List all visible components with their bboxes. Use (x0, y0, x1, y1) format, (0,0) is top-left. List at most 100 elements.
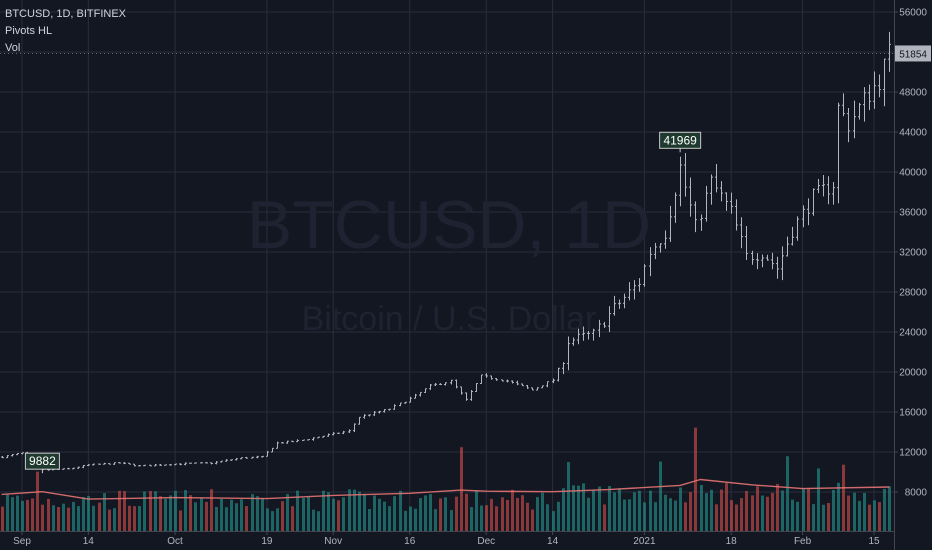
legend-indicator-pivots[interactable]: Pivots HL (5, 25, 53, 37)
time-tick-label: Sep (13, 536, 31, 547)
volume-bar-down (751, 495, 754, 531)
volume-bar-up (21, 500, 24, 531)
volume-bar-up (409, 506, 412, 531)
volume-bar-up (154, 491, 157, 531)
price-tick-label: 36000 (899, 208, 927, 219)
volume-bar-up (659, 461, 662, 531)
volume-bar-up (450, 510, 453, 531)
pivot-low: 9882 (24, 452, 60, 474)
volume-bar-down (725, 483, 728, 531)
volume-bar-down (684, 502, 687, 531)
volume-bar-down (495, 506, 498, 531)
legend-symbol-title[interactable]: BTCUSD, 1D, BITFINEX (5, 8, 127, 20)
volume-bar-up (796, 501, 799, 531)
volume-bar-up (546, 504, 549, 531)
volume-bar-up (541, 492, 544, 531)
last-price-label: 51854 (899, 49, 927, 60)
volume-bar-up (608, 485, 611, 531)
volume-bar-down (128, 505, 131, 531)
volume-bar-down (506, 499, 509, 531)
volume-bar-up (225, 507, 228, 531)
price-axis-bg (894, 0, 932, 550)
volume-bar-up (184, 490, 187, 531)
volume-bar-up (302, 497, 305, 531)
volume-bar-down (1, 506, 4, 531)
volume-bar-up (11, 497, 14, 531)
volume-bar-down (67, 507, 70, 531)
volume-bar-up (444, 497, 447, 531)
volume-bar-down (715, 504, 718, 531)
volume-bar-down (827, 503, 830, 531)
volume-bar-up (363, 493, 366, 531)
volume-bar-up (353, 489, 356, 531)
volume-bar-up (138, 506, 141, 531)
volume-bar-up (230, 499, 233, 531)
legend-indicator-volume[interactable]: Vol (5, 42, 21, 54)
volume-bar-up (327, 492, 330, 531)
volume-bar-down (756, 486, 759, 531)
volume-bar-up (822, 504, 825, 531)
volume-bar-down (41, 504, 44, 531)
volume-bar-up (700, 484, 703, 531)
time-axis-bg (0, 531, 894, 550)
time-axis[interactable]: Sep 14 Oct 19 Nov 16 Dec 14 2021 18 Feb 15 (0, 531, 894, 550)
volume-bar-up (470, 507, 473, 531)
volume-bar-down (149, 491, 152, 531)
volume-bar-up (786, 456, 789, 531)
volume-bar-down (490, 498, 493, 531)
volume-bar-down (118, 490, 121, 531)
volume-bar-down (133, 506, 136, 531)
volume-bar-up (174, 490, 177, 531)
volume-bar-up (240, 499, 243, 531)
volume-bar-up (251, 494, 254, 531)
volume-bar-up (817, 468, 820, 531)
volume-bar-up (858, 500, 861, 531)
volume-bar-down (159, 496, 162, 531)
volume-bar-down (205, 501, 208, 531)
volume-bar-up (92, 505, 95, 531)
volume-bar-down (123, 491, 126, 531)
time-tick-label: Oct (167, 536, 183, 547)
volume-bar-up (623, 499, 626, 531)
volume-bar-up (592, 490, 595, 531)
time-tick-label: Feb (794, 536, 812, 547)
volume-bar-up (52, 505, 55, 531)
volume-bar-up (567, 462, 570, 531)
volume-bar-up (322, 490, 325, 531)
volume-bar-up (429, 494, 432, 531)
volume-bar-up (552, 511, 555, 531)
volume-bar-down (281, 501, 284, 531)
volume-bar-up (873, 500, 876, 531)
volume-bar-up (266, 508, 269, 531)
volume-bar-up (643, 502, 646, 531)
volume-bar-up (82, 497, 85, 531)
volume-bar-up (832, 489, 835, 531)
volume-bar-up (307, 496, 310, 531)
volume-bar-down (485, 505, 488, 531)
volume-bar-up (143, 491, 146, 531)
volume-bar-up (393, 496, 396, 531)
volume-bar-up (358, 491, 361, 531)
volume-bar-up (618, 488, 621, 531)
volume-bar-down (807, 487, 810, 531)
price-axis[interactable]: 8000 12000 16000 20000 24000 28000 32000 36000 4… (894, 0, 932, 550)
volume-bar-up (317, 511, 320, 531)
volume-bar-up (383, 501, 386, 531)
last-price-label-bg (895, 45, 931, 62)
price-tick-label: 48000 (899, 88, 927, 99)
time-tick-label: Dec (477, 536, 495, 547)
volume-bar-down (735, 504, 738, 531)
price-tick-label: 32000 (899, 248, 927, 259)
volume-bar-up (164, 498, 167, 531)
price-tick-label: 56000 (899, 8, 927, 19)
volume-bar-up (368, 509, 371, 531)
time-tick-label: 15 (868, 536, 880, 547)
volume-bar-down (439, 498, 442, 531)
volume-bar-up (853, 492, 856, 531)
price-tick-label: 28000 (899, 288, 927, 299)
volume-bar-down (26, 499, 29, 531)
volume-bar-up (577, 485, 580, 531)
volume-bar-up (613, 492, 616, 531)
volume-bar-up (194, 502, 197, 531)
